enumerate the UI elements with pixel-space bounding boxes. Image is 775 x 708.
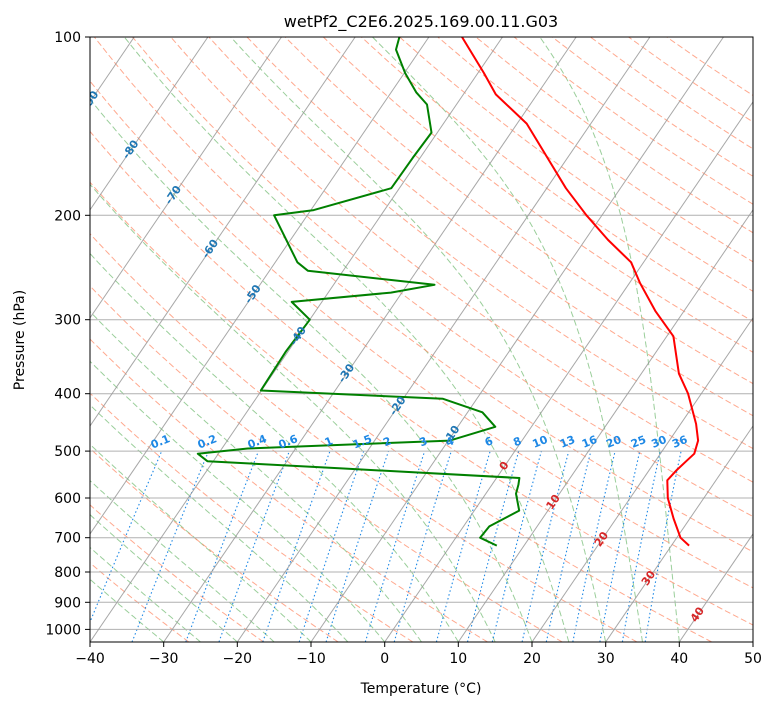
mixing-ratio-line bbox=[466, 450, 520, 642]
y-axis-title: Pressure (hPa) bbox=[12, 290, 28, 390]
isotherm-line bbox=[678, 533, 753, 642]
moist-adiabat-line bbox=[90, 514, 238, 642]
isotherm-line bbox=[531, 316, 753, 642]
moist-adiabat-line bbox=[90, 479, 275, 642]
moist-adiabat-line bbox=[90, 578, 165, 642]
mixing-ratio-label: 3 bbox=[417, 434, 429, 449]
mixing-ratio-label: 16 bbox=[580, 433, 599, 451]
x-axis-ticks: −40 −30 −20 −10 0 10 20 30 40 50 bbox=[75, 642, 762, 667]
x-tick-label: 30 bbox=[597, 651, 615, 667]
mixing-ratio-line bbox=[435, 450, 491, 642]
y-tick-label: 400 bbox=[54, 387, 81, 403]
plot-area: 0.10.20.40.611.52346810131620253036-100-… bbox=[80, 37, 753, 642]
isotherm-line bbox=[90, 37, 356, 427]
mixing-ratio-label: 10 bbox=[531, 433, 550, 451]
plot-frame bbox=[89, 36, 754, 643]
mixing-ratio-label: 20 bbox=[604, 433, 623, 451]
isotherm-line bbox=[310, 37, 724, 642]
y-tick-label: 700 bbox=[54, 531, 81, 547]
x-tick-label: 50 bbox=[744, 651, 762, 667]
mixing-ratio-line bbox=[131, 450, 210, 642]
isotherm-line bbox=[90, 37, 209, 211]
dry-adiabat-line bbox=[90, 130, 753, 626]
mixing-ratio-label: 2 bbox=[381, 434, 393, 449]
pressure-gridlines bbox=[90, 37, 753, 630]
chart-title: wetPf2_C2E6.2025.169.00.11.G03 bbox=[284, 12, 558, 32]
isotherm-line bbox=[90, 37, 282, 319]
dry-adiabat-line bbox=[322, 37, 753, 353]
mixing-ratio-label: 8 bbox=[511, 434, 523, 449]
dry-adiabat-line bbox=[132, 37, 753, 518]
mixing-ratio-line bbox=[364, 450, 426, 642]
moist-adiabat-line bbox=[90, 183, 496, 642]
x-tick-label: 20 bbox=[523, 651, 541, 667]
moist-adiabat-line bbox=[90, 310, 422, 642]
isotherms bbox=[90, 37, 753, 642]
x-axis-title: Temperature (°C) bbox=[360, 681, 482, 697]
isotherm-label: -90 bbox=[80, 88, 102, 112]
isotherm-line bbox=[605, 425, 753, 642]
sounding-series bbox=[196, 37, 700, 547]
x-tick-label: 10 bbox=[449, 651, 467, 667]
dry-adiabat-line bbox=[90, 232, 638, 642]
y-tick-label: 300 bbox=[54, 313, 81, 329]
moist-adiabat-line bbox=[90, 98, 533, 642]
mixing-ratio-line bbox=[545, 450, 592, 642]
x-tick-label: −30 bbox=[149, 651, 179, 667]
dry-adiabat-line bbox=[90, 80, 753, 589]
dry-adiabat-line bbox=[90, 285, 563, 642]
x-tick-label: −40 bbox=[75, 651, 105, 667]
mixing-ratio-line bbox=[262, 450, 331, 642]
x-tick-label: 40 bbox=[670, 651, 688, 667]
moist-adiabat-line bbox=[90, 252, 459, 642]
y-axis-ticks: 100 200 300 400 500 600 700 800 900 1000 bbox=[45, 30, 90, 638]
y-tick-label: 600 bbox=[54, 491, 81, 507]
dewpoint-profile-line bbox=[196, 37, 521, 547]
mixing-ratio-line bbox=[325, 450, 390, 642]
isotherm-line bbox=[457, 208, 753, 642]
dry-adiabat-line bbox=[284, 37, 753, 385]
y-tick-label: 100 bbox=[54, 30, 81, 46]
y-tick-label: 800 bbox=[54, 565, 81, 581]
dry-adiabat-line bbox=[90, 562, 190, 642]
y-tick-label: 500 bbox=[54, 444, 81, 460]
mixing-ratio-line bbox=[90, 450, 163, 624]
moist-adiabat-line bbox=[230, 37, 607, 642]
moist-adiabat-line bbox=[90, 404, 349, 642]
isotherm-line bbox=[90, 37, 503, 642]
mixing-ratio-label: 13 bbox=[558, 433, 577, 451]
x-tick-label: 0 bbox=[380, 651, 389, 667]
mixing-ratio-line bbox=[572, 450, 616, 642]
isotherm-line bbox=[384, 100, 753, 642]
mixing-ratio-line bbox=[298, 450, 365, 642]
isotherm-line bbox=[236, 37, 651, 642]
isotherm-line bbox=[163, 37, 577, 642]
y-tick-label: 200 bbox=[54, 208, 81, 224]
y-tick-label: 1000 bbox=[45, 622, 81, 638]
isotherm-line bbox=[90, 37, 430, 535]
mixing-ratio-line bbox=[185, 450, 260, 642]
mixing-ratio-label: 36 bbox=[670, 433, 689, 451]
x-tick-label: −20 bbox=[223, 651, 253, 667]
mixing-ratio-label: 25 bbox=[629, 433, 648, 451]
y-tick-label: 900 bbox=[54, 595, 81, 611]
dry-adiabat-line bbox=[399, 37, 753, 292]
moist-adiabat-line bbox=[123, 37, 570, 642]
mixing-ratio-label: 1 bbox=[323, 434, 335, 449]
dry-adiabat-line bbox=[246, 37, 753, 417]
dry-adiabat-line bbox=[90, 181, 712, 642]
moist-adiabat-line bbox=[90, 546, 201, 642]
dry-adiabat-line bbox=[208, 37, 753, 450]
moist-adiabat-line bbox=[372, 37, 643, 642]
temperature-profile-line bbox=[461, 37, 700, 547]
mixing-ratio-label: 30 bbox=[649, 433, 668, 451]
mixing-ratio-line bbox=[218, 450, 290, 642]
x-tick-label: −10 bbox=[296, 651, 326, 667]
mixing-ratio-line bbox=[521, 450, 570, 642]
